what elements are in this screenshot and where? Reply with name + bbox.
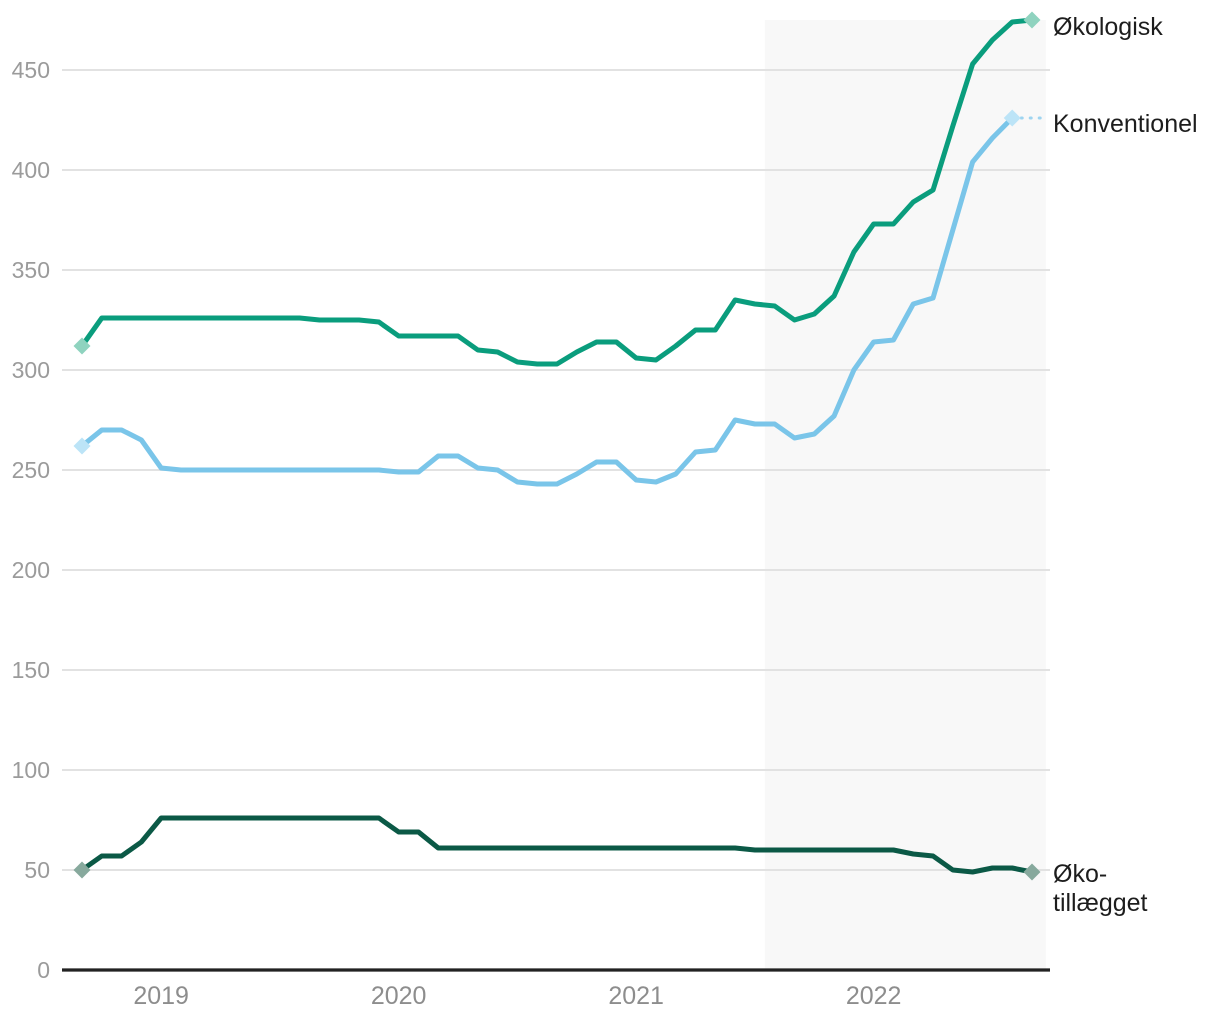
y-axis-tick-250: 250 [11, 457, 50, 483]
highlight-band [764, 20, 1046, 970]
series-label-okologisk: Økologisk [1053, 13, 1163, 41]
series-start-marker-oko-tillaegget [73, 861, 91, 879]
x-axis-tick-2019: 2019 [133, 982, 189, 1010]
y-axis-tick-50: 50 [24, 857, 50, 883]
x-axis-tick-2021: 2021 [608, 982, 664, 1010]
series-line-okologisk [79, 17, 1035, 367]
x-axis-tick-2022: 2022 [845, 982, 902, 1010]
series-label-konventionel: Konventionel [1053, 110, 1198, 138]
series-start-marker-konventionel [73, 437, 91, 455]
series-start-marker-okologisk [73, 337, 91, 355]
y-axis-tick-200: 200 [11, 557, 50, 583]
y-axis-tick-350: 350 [11, 257, 50, 283]
y-axis-tick-100: 100 [11, 757, 50, 783]
y-axis-tick-0: 0 [37, 957, 50, 983]
y-axis-tick-150: 150 [11, 657, 50, 683]
y-axis-tick-450: 450 [11, 57, 50, 83]
series-line-konventionel [79, 115, 1015, 487]
y-axis-tick-400: 400 [11, 157, 50, 183]
series-line-oko-tillaegget [79, 815, 1035, 875]
series-end-marker-konventionel [1003, 109, 1021, 127]
x-axis-tick-2020: 2020 [370, 982, 427, 1010]
y-axis-tick-300: 300 [11, 357, 50, 383]
series-end-marker-okologisk [1023, 11, 1041, 29]
series-end-marker-oko-tillaegget [1023, 863, 1041, 881]
series-label-oko-tillaegget: Øko- tillægget [1053, 860, 1148, 917]
